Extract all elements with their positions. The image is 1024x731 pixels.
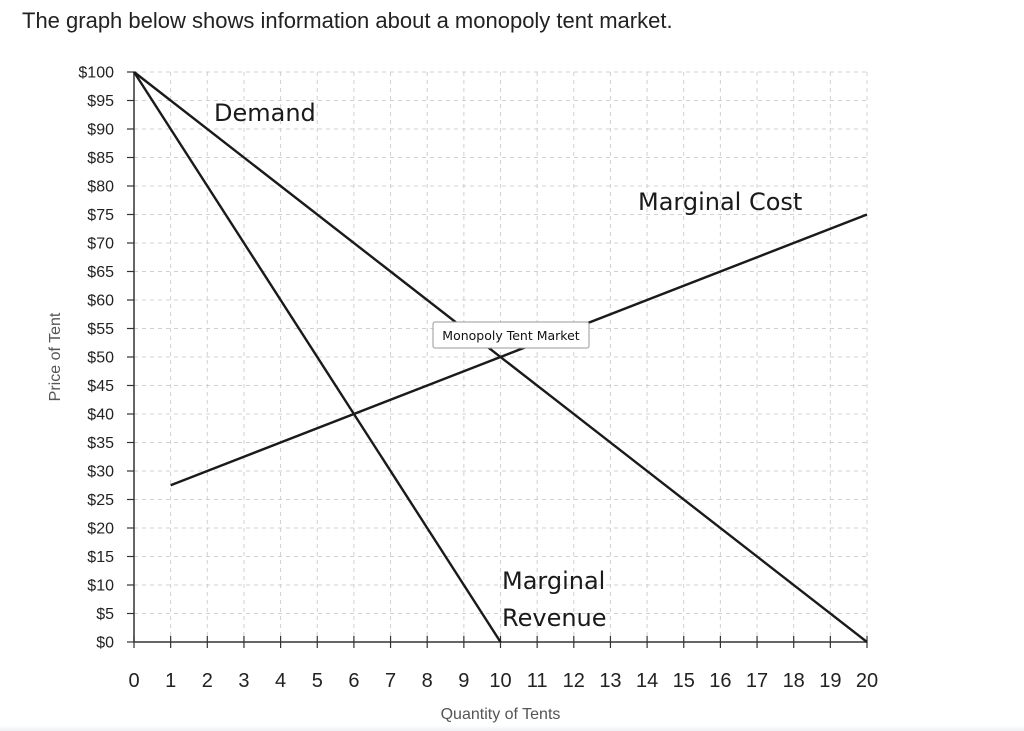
y-tick-label: $40: [87, 407, 114, 424]
x-tick-label: 3: [238, 670, 249, 692]
marginal-revenue-label-line: Marginal: [502, 567, 605, 595]
x-tick-label: 9: [458, 670, 469, 692]
x-axis-title: Quantity of Tents: [441, 706, 561, 723]
x-tick-label: 8: [422, 670, 433, 692]
y-tick-label: $0: [96, 635, 114, 652]
y-tick-label: $80: [87, 179, 114, 196]
marginal-revenue-label: Marginal Revenue: [502, 567, 607, 632]
y-tick-label: $15: [87, 549, 114, 566]
demand-label-line: Demand: [214, 99, 316, 127]
x-tick-label: 13: [599, 670, 621, 692]
series-labels: Demand Marginal Cost Marginal Revenue: [214, 99, 802, 632]
x-tick-label: 6: [348, 670, 359, 692]
y-tick-label: $90: [87, 122, 114, 139]
x-tick-label: 17: [746, 670, 768, 692]
y-tick-label: $25: [87, 492, 114, 509]
y-tick-label: $50: [87, 350, 114, 367]
x-tick-label: 12: [563, 670, 585, 692]
x-tick-label: 5: [312, 670, 323, 692]
y-tick-label: $60: [87, 293, 114, 310]
y-tick-label: $100: [78, 65, 114, 82]
y-tick-label: $35: [87, 435, 114, 452]
x-tick-label: 10: [489, 670, 511, 692]
y-tick-label: $30: [87, 464, 114, 481]
axes: $0 $5 $10 $15 $20 $25 $30 $35 $40 $45 $50 $55 $60 $65…: [78, 65, 878, 693]
y-tick-label: $20: [87, 521, 114, 538]
y-axis-title: Price of Tent: [47, 312, 64, 401]
series-lines: [132, 71, 868, 643]
page-bottom-edge: [0, 725, 1024, 731]
x-tick-label: 15: [673, 670, 695, 692]
x-tick-label: 11: [527, 670, 548, 692]
x-tick-label: 4: [275, 670, 286, 692]
x-tick-label: 1: [165, 670, 176, 692]
y-tick-label: $95: [87, 93, 114, 110]
y-tick-label: $45: [87, 378, 114, 395]
marginal-cost-label-line: Marginal Cost: [638, 188, 802, 216]
marginal-cost-line: [170, 213, 868, 487]
y-tick-label: $75: [87, 207, 114, 224]
y-tick-label: $70: [87, 236, 114, 253]
x-tick-label: 0: [128, 670, 139, 692]
question-text: The graph below shows information about …: [22, 8, 673, 33]
marginal-revenue-label-line: Revenue: [502, 604, 607, 632]
y-tick-label: $10: [87, 578, 114, 595]
tooltip-box: [432, 321, 590, 349]
y-tick-label: $65: [87, 264, 114, 281]
marginal-revenue-line: [132, 71, 502, 643]
x-tick-label: 14: [636, 670, 658, 692]
y-tick-label: $5: [96, 606, 114, 623]
x-tick-label: 16: [709, 670, 731, 692]
marginal-cost-label: Marginal Cost: [638, 188, 802, 216]
grid: [134, 71, 868, 642]
x-tick-label: 18: [783, 670, 805, 692]
x-tick-label: 19: [819, 670, 841, 692]
x-tick-label: 7: [385, 670, 396, 692]
demand-label: Demand: [214, 99, 316, 127]
chart-title-tooltip[interactable]: Monopoly Tent Market: [432, 321, 590, 349]
x-tick-label: 2: [202, 670, 213, 692]
x-tick-label: 20: [856, 670, 878, 692]
tooltip-text: Monopoly Tent Market: [442, 328, 579, 343]
y-tick-label: $85: [87, 150, 114, 167]
y-tick-label: $55: [87, 321, 114, 338]
